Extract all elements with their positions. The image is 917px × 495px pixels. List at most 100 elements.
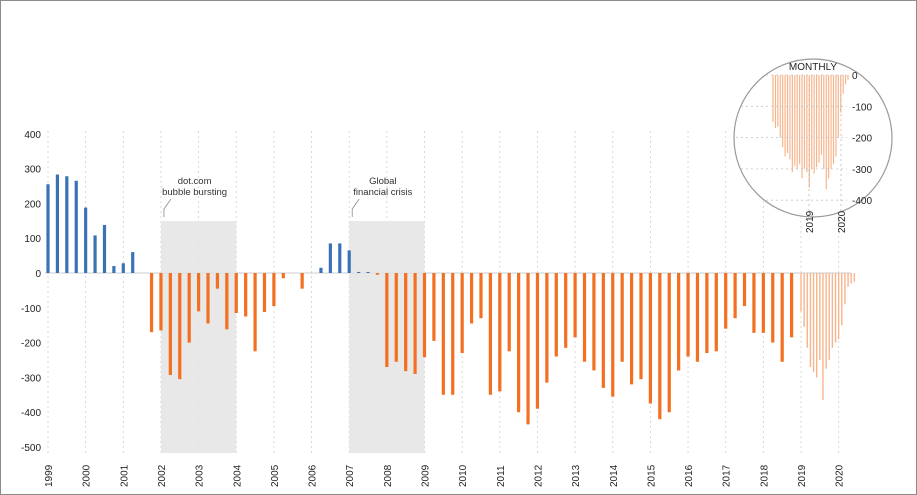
quarter-bar — [432, 273, 436, 341]
x-tick-label: 2019 — [797, 464, 808, 487]
quarter-bar — [639, 273, 643, 380]
inset-bar — [844, 75, 847, 85]
monthly-bar — [822, 273, 824, 401]
quarter-bar — [451, 273, 455, 395]
monthly-bar — [819, 273, 821, 360]
monthly-bar — [841, 273, 843, 326]
quarter-bar — [686, 273, 690, 357]
quarter-bar — [178, 273, 182, 380]
monthly-inset: MONTHLY 0 -100 -200 -300 -400 2019 2020 — [733, 58, 893, 233]
quarter-bar — [413, 273, 417, 374]
quarter-bar — [102, 224, 107, 273]
quarter-bar — [629, 273, 634, 385]
quarter-bar — [328, 243, 332, 273]
x-tick-label: 2017 — [722, 464, 733, 487]
quarter-bar — [677, 273, 681, 371]
inset-bar — [794, 75, 796, 166]
monthly-bar — [831, 273, 834, 348]
quarter-bar — [517, 273, 521, 413]
quarter-bar — [573, 273, 577, 338]
inset-bar — [842, 75, 844, 94]
y-tick-label: 200 — [24, 199, 41, 210]
quarter-bar — [357, 271, 361, 273]
quarter-bar — [347, 250, 351, 273]
x-tick-label: 2002 — [157, 464, 168, 487]
inset-x-tick-label: 2020 — [837, 210, 848, 233]
monthly-bar — [844, 273, 846, 305]
inset-bar — [803, 75, 806, 169]
quarter-bar — [601, 273, 605, 388]
inset-x-tick-label: 2019 — [805, 210, 816, 233]
quarter-bar — [469, 273, 474, 324]
inset-guides — [736, 74, 847, 217]
quarter-bar — [281, 273, 285, 279]
x-tick-label: 2010 — [458, 464, 469, 487]
quarter-bar — [460, 273, 464, 354]
quarter-bar — [705, 273, 709, 354]
inset-bar — [811, 75, 813, 169]
quarter-bar — [667, 273, 671, 413]
quarter-bar — [771, 273, 775, 343]
quarter-bar — [526, 273, 530, 425]
inset-bar — [808, 75, 810, 188]
annotation-line1: dot.com — [178, 176, 212, 187]
quarter-bar — [507, 273, 511, 352]
x-tick-label: 2004 — [232, 464, 243, 487]
y-tick-label: 0 — [35, 269, 41, 280]
quarter-bar — [714, 273, 718, 352]
quarter-bar — [564, 273, 568, 348]
quarter-bar — [244, 273, 248, 317]
x-tick-label: 2006 — [308, 464, 319, 487]
quarter-bar — [187, 273, 191, 343]
quarter-bar — [422, 273, 427, 358]
quarter-bar — [121, 263, 125, 273]
quarter-bar — [234, 273, 238, 314]
quarter-bar — [789, 273, 794, 338]
inset-bar — [815, 75, 818, 168]
quarter-bar — [225, 273, 229, 330]
quarter-bar — [168, 273, 172, 375]
inset-bar — [772, 75, 774, 122]
quarter-bar — [55, 174, 60, 273]
main-chart-shaded-periods — [160, 221, 425, 453]
inset-y-tick-label: -400 — [852, 196, 872, 207]
inset-bar — [779, 75, 781, 138]
annotation-line2: bubble bursting — [162, 187, 227, 198]
quarter-bar — [479, 273, 483, 319]
inset-bars — [772, 75, 849, 190]
quarter-bar — [394, 273, 398, 362]
x-tick-label: 2018 — [759, 464, 770, 487]
inset-title: MONTHLY — [789, 62, 837, 73]
quarter-bar — [695, 273, 700, 362]
quarter-bar — [545, 273, 549, 383]
quarter-bar — [159, 273, 163, 331]
quarter-bar — [441, 273, 445, 395]
quarter-bar — [131, 252, 135, 273]
quarter-bar — [149, 273, 154, 333]
monthly-bar — [850, 273, 852, 284]
quarter-bar — [74, 180, 78, 273]
inset-bar — [823, 75, 825, 169]
x-tick-label: 2011 — [496, 465, 507, 487]
x-tick-label: 2007 — [345, 464, 356, 487]
quarter-bar — [319, 267, 323, 273]
quarter-bar — [197, 273, 201, 312]
monthly-bar — [816, 273, 818, 378]
quarter-bar — [366, 271, 370, 273]
monthly-bar — [825, 273, 827, 369]
quarter-bar — [554, 273, 558, 357]
quarter-bar — [648, 273, 652, 404]
y-tick-label: -300 — [21, 373, 41, 384]
quarter-bar — [752, 273, 756, 333]
x-tick-label: 2000 — [82, 464, 93, 487]
inset-bar — [806, 75, 808, 173]
quarter-bar — [385, 273, 389, 367]
inset-bar — [799, 75, 801, 165]
monthly-bar — [803, 273, 805, 327]
inset-bar — [837, 75, 839, 138]
quarter-bar — [112, 266, 116, 273]
annotation-line2: financial crisis — [353, 187, 412, 198]
main-chart-y-axis: 400 300 200 100 0 -100 -200 -300 -400 -500 — [21, 130, 41, 454]
inset-bar — [847, 75, 849, 80]
